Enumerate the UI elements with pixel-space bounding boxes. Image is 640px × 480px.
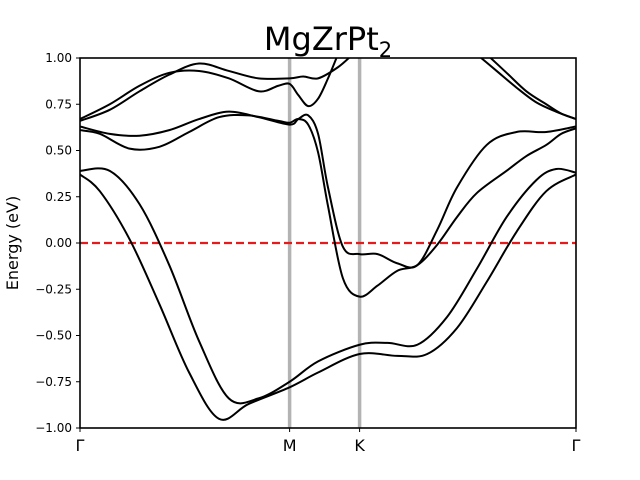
- band-line-7: [479, 58, 576, 120]
- y-tick-label: 0.00: [45, 236, 72, 250]
- x-tick-label: Γ: [76, 436, 85, 455]
- y-tick-label: −0.75: [35, 375, 72, 389]
- band-line-2: [80, 167, 576, 405]
- band-line-1: [80, 173, 576, 421]
- band-line-6: [80, 58, 338, 120]
- y-tick-label: −0.25: [35, 282, 72, 296]
- chart-title: MgZrPt2: [264, 20, 392, 62]
- y-tick-label: −1.00: [35, 421, 72, 435]
- x-tick-label: M: [283, 436, 297, 455]
- chart-title-subscript: 2: [379, 38, 392, 62]
- band-line-3: [80, 113, 576, 298]
- x-tick-label: Γ: [572, 436, 581, 455]
- band-line-4: [80, 110, 576, 269]
- y-axis-label: Energy (eV): [3, 196, 22, 290]
- x-tick-label: K: [354, 436, 365, 455]
- band-line-5: [80, 58, 351, 122]
- y-tick-label: 1.00: [45, 51, 72, 65]
- chart-title-main: MgZrPt: [264, 20, 379, 58]
- y-tick-label: −0.50: [35, 329, 72, 343]
- y-ticks: 1.00 0.75 0.50 0.25 0.00 −0.25 −0.50 −0.75 −1.00: [35, 51, 80, 435]
- band-line-8: [489, 58, 576, 120]
- y-tick-label: 0.75: [45, 97, 72, 111]
- y-tick-label: 0.50: [45, 144, 72, 158]
- y-tick-label: 0.25: [45, 190, 72, 204]
- bands-group: [80, 58, 576, 421]
